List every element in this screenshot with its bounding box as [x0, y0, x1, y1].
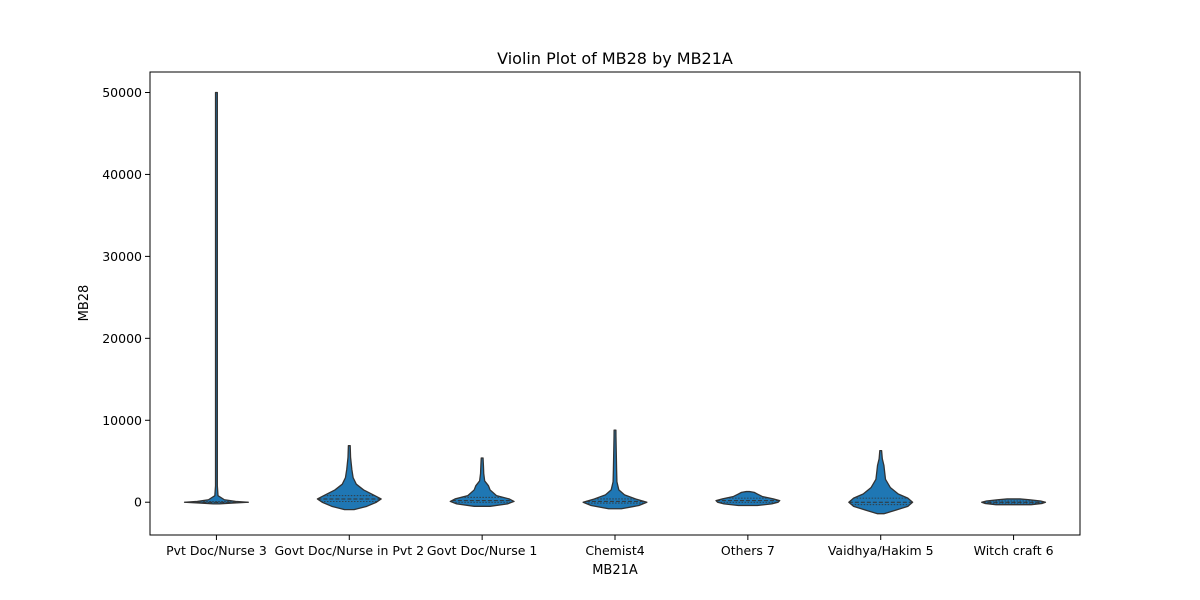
- plot-frame: [149, 71, 1081, 536]
- x-axis-label: MB21A: [592, 563, 638, 578]
- y-tick-label: 50000: [102, 85, 142, 100]
- violin-body: [183, 91, 249, 505]
- violin-body: [715, 490, 781, 507]
- x-tick-label: Chemist4: [585, 543, 644, 558]
- y-tick-label: 0: [134, 495, 142, 510]
- y-axis-label: MB28: [77, 285, 92, 322]
- violin-body: [582, 429, 648, 510]
- y-tick-label: 40000: [102, 167, 142, 182]
- x-tick-label: Govt Doc/Nurse 1: [427, 543, 538, 558]
- x-tick-label: Vaidhya/Hakim 5: [828, 543, 934, 558]
- y-tick-label: 30000: [102, 249, 142, 264]
- violin-body: [316, 445, 382, 511]
- x-tick-label: Witch craft 6: [974, 543, 1054, 558]
- x-tick-label: Govt Doc/Nurse in Pvt 2: [274, 543, 424, 558]
- y-axis-ticks: 0 10000 20000 30000 40000 50000: [102, 85, 150, 510]
- x-axis-ticks: Pvt Doc/Nurse 3 Govt Doc/Nurse in Pvt 2 Go…: [166, 535, 1054, 558]
- y-tick-label: 10000: [102, 413, 142, 428]
- x-tick-label: Others 7: [721, 543, 775, 558]
- violin-body: [449, 457, 515, 507]
- chart-title: Violin Plot of MB28 by MB21A: [497, 49, 733, 68]
- y-tick-label: 20000: [102, 331, 142, 346]
- x-tick-label: Pvt Doc/Nurse 3: [166, 543, 267, 558]
- violin-group: [183, 91, 1047, 515]
- violin-body: [848, 449, 914, 515]
